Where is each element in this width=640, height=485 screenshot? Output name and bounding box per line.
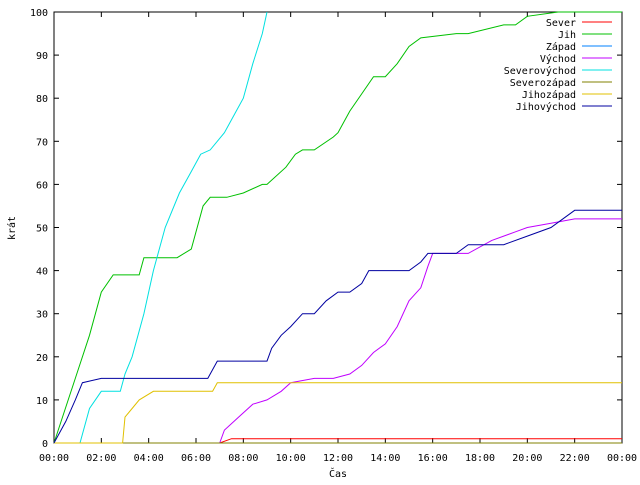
y-tick-label: 20 [36,353,48,364]
x-tick-label: 20:00 [512,453,542,464]
y-axis-ticks: 0 10 20 30 40 50 60 70 80 90 100 [30,8,622,450]
series-lines [53,11,622,444]
x-axis-ticks: 00:00 02:00 04:00 06:00 08:00 10:00 12:00 14:00… [39,12,637,464]
y-tick-label: 90 [36,51,48,62]
legend-label: Západ [546,41,576,53]
x-tick-label: 10:00 [276,453,306,464]
y-tick-label: 50 [36,224,48,235]
x-tick-label: 16:00 [418,453,448,464]
legend-label: Východ [540,53,576,65]
x-tick-label: 04:00 [134,453,164,464]
legend-label: Sever [546,18,576,29]
x-tick-label: 12:00 [323,453,353,464]
y-tick-label: 80 [36,94,48,105]
y-tick-label: 0 [42,439,48,450]
legend-label: Severovýchod [504,65,576,77]
y-tick-label: 10 [36,396,48,407]
y-tick-label: 100 [30,8,48,19]
x-tick-label: 06:00 [181,453,211,464]
x-tick-label: 14:00 [370,453,400,464]
x-tick-label: 00:00 [607,453,637,464]
x-tick-label: 00:00 [39,453,69,464]
y-tick-label: 40 [36,267,48,278]
x-tick-label: 18:00 [465,453,495,464]
series-line [53,11,622,444]
series-line [54,11,268,444]
x-tick-label: 02:00 [86,453,116,464]
legend-label: Jihozápad [522,89,576,101]
series-line [54,218,622,444]
x-tick-label: 22:00 [560,453,590,464]
y-axis-label: krát [6,216,18,240]
legend: SeverJihZápadVýchodSeverovýchodSeverozáp… [504,18,612,113]
legend-label: Jihovýchod [516,101,576,113]
series-line [53,209,622,444]
legend-label: Severozápad [510,77,576,89]
legend-label: Jih [558,30,576,41]
y-tick-label: 60 [36,180,48,191]
y-tick-label: 30 [36,310,48,321]
series-line [54,382,622,444]
x-tick-label: 08:00 [228,453,258,464]
x-axis-label: Čas [329,467,347,480]
y-tick-label: 70 [36,137,48,148]
